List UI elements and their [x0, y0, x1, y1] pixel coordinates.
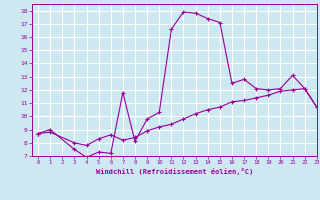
X-axis label: Windchill (Refroidissement éolien,°C): Windchill (Refroidissement éolien,°C): [96, 168, 253, 175]
